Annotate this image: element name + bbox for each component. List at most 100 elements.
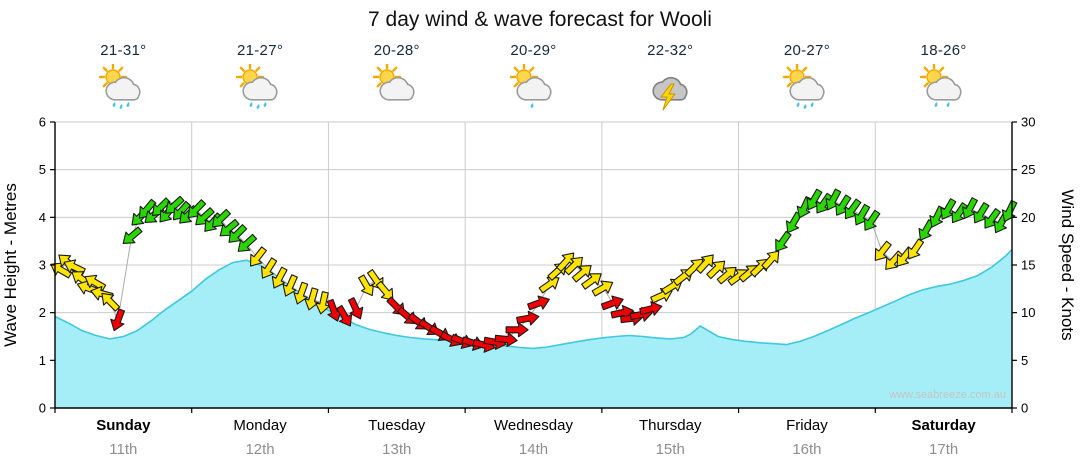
raindrop-icon [263,102,267,107]
temperature-range: 21-27° [236,42,284,59]
wind-arrow [527,295,550,311]
temperature-range: 18-26° [920,42,967,59]
raindrop-icon [112,102,116,107]
day-column-friday: 20-27° [738,42,875,114]
wind-arrow [874,240,892,261]
day-name: Tuesday [368,417,426,434]
wave-axis-title: Wave Height - Metres [1,183,20,347]
day-date: 14th [518,441,549,458]
sun-cloud-rain-icon [99,64,141,109]
temperature-range: 22-32° [647,42,694,59]
wind-arrow [347,297,364,320]
wave-axis-tick: 1 [39,353,46,368]
wind-arrow [600,295,624,311]
day-column-monday: 21-27° [192,42,329,114]
wind-arrow [261,257,278,279]
wind-arrow [571,264,592,283]
watermark: www.seabreeze.com.au [888,389,1006,401]
day-label-wednesday: Wednesday 14th [465,417,602,458]
page-title: 7 day wind & wave forecast for Wooli [368,8,712,31]
wind-axis-tick: 0 [1021,401,1028,416]
wind-arrow [237,233,258,252]
raindrop-icon [249,102,253,107]
sun-cloud-rain-icon [782,64,825,109]
day-column-saturday: 18-26° [875,42,1012,114]
wind-axis-tick: 15 [1021,258,1035,273]
day-column-wednesday: 20-29° [465,42,602,114]
wind-arrow [101,292,121,312]
temperature-range: 20-29° [510,42,557,59]
wind-arrow [581,273,602,290]
raindrop-icon [119,104,123,109]
wind-arrow [864,209,881,231]
day-column-sunday: 21-31° [55,42,192,114]
raindrop-icon [934,102,938,107]
wind-arrow [563,256,583,276]
wind-arrow [706,260,726,280]
raindrop-icon [946,102,950,107]
day-date: 11th [109,441,138,458]
day-date: 16th [792,441,822,458]
wind-arrow [761,250,780,271]
sun-cloud-rain-icon [738,64,875,114]
sun-cloud-rain-icon [55,64,192,114]
wind-arrow [775,230,792,252]
day-label-sunday: Sunday 11th [55,417,192,458]
sun-cloud-icon [372,64,415,101]
day-date: 17th [929,441,959,458]
wind-axis-tick: 10 [1021,305,1035,320]
day-name: Monday [233,417,287,434]
day-name: Wednesday [494,417,573,434]
day-label-friday: Friday 16th [738,417,875,458]
wind-arrow [293,281,309,305]
raindrop-icon [803,104,807,109]
wind-axis-tick: 30 [1021,115,1035,130]
wind-arrow [1001,199,1018,223]
wave-axis-tick: 4 [39,210,46,225]
wind-axis-tick: 25 [1021,162,1035,177]
sun-cloud-rain-icon [919,64,962,107]
wind-arrow [282,274,298,297]
wave-axis-tick: 2 [39,305,46,320]
wind-arrow [375,280,394,301]
wind-arrow [110,308,126,332]
raindrop-icon [126,102,130,107]
wind-axis-tick: 5 [1021,353,1028,368]
storm-icon [652,76,688,111]
wave-height-area [55,249,1012,408]
wind-arrow [271,266,288,289]
day-column-thursday: 22-32° [602,42,739,114]
day-name: Saturday [911,417,976,434]
sun-cloud-rain-icon [509,64,552,108]
wind-arrow [695,254,714,274]
day-name: Sunday [96,417,151,434]
wind-axis-tick: 20 [1021,210,1035,225]
day-name: Friday [786,417,828,434]
raindrop-icon [256,104,260,109]
day-label-tuesday: Tuesday 13th [328,417,465,458]
day-date: 13th [382,441,412,458]
temperature-range: 20-27° [783,42,830,59]
wind-arrow [538,276,560,294]
day-date: 12th [245,441,275,458]
sun-cloud-rain-icon [192,64,329,114]
wind-arrow [249,246,267,267]
sun-cloud-rain-icon [875,64,1012,114]
wind-arrow [591,280,614,297]
wind-arrow [122,226,143,245]
raindrop-icon [530,103,533,108]
wind-arrow [907,238,925,260]
raindrop-icon [796,102,800,107]
wave-axis-tick: 5 [39,162,46,177]
storm-icon [602,64,739,114]
day-column-tuesday: 20-28° [328,42,465,114]
wind-arrow [304,287,319,311]
day-date: 15th [655,441,685,458]
wave-axis-tick: 3 [39,258,46,273]
day-label-monday: Monday 12th [192,417,329,458]
wind-axis-title: Wind Speed - Knots [1058,189,1077,340]
day-label-thursday: Thursday 15th [602,417,739,458]
sun-cloud-rain-icon [465,64,602,114]
